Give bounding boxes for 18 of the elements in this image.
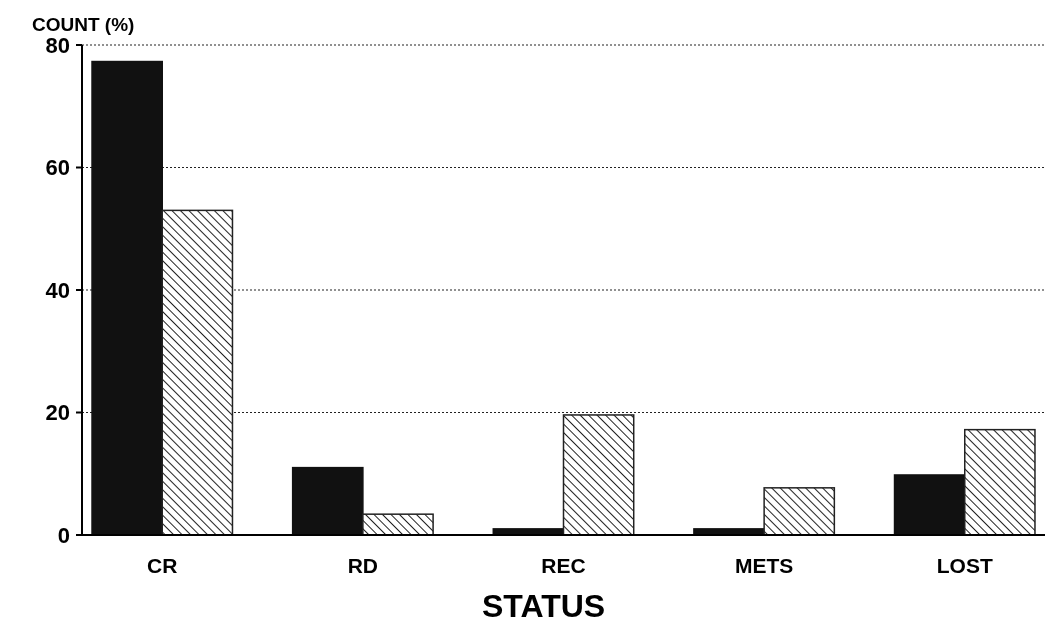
x-tick-label: RD <box>347 554 379 577</box>
x-tick-label: CR <box>147 554 178 577</box>
y-tick-label: 80 <box>45 32 70 58</box>
y-tick-label: 20 <box>45 400 70 426</box>
bar <box>893 474 966 536</box>
y-tick-label: 0 <box>57 522 70 548</box>
bar <box>964 428 1036 536</box>
y-tick-label: 60 <box>45 155 70 181</box>
y-axis-title: COUNT (%) <box>32 14 135 35</box>
y-tick-label: 40 <box>45 277 70 303</box>
bar <box>763 487 836 536</box>
bar <box>91 60 163 536</box>
x-tick-label: LOST <box>936 554 993 577</box>
x-axis-title: STATUS <box>481 588 606 624</box>
bar <box>362 513 434 536</box>
x-tick-label: METS <box>734 554 794 577</box>
bar <box>291 466 364 536</box>
x-tick-label: REC <box>541 554 586 577</box>
